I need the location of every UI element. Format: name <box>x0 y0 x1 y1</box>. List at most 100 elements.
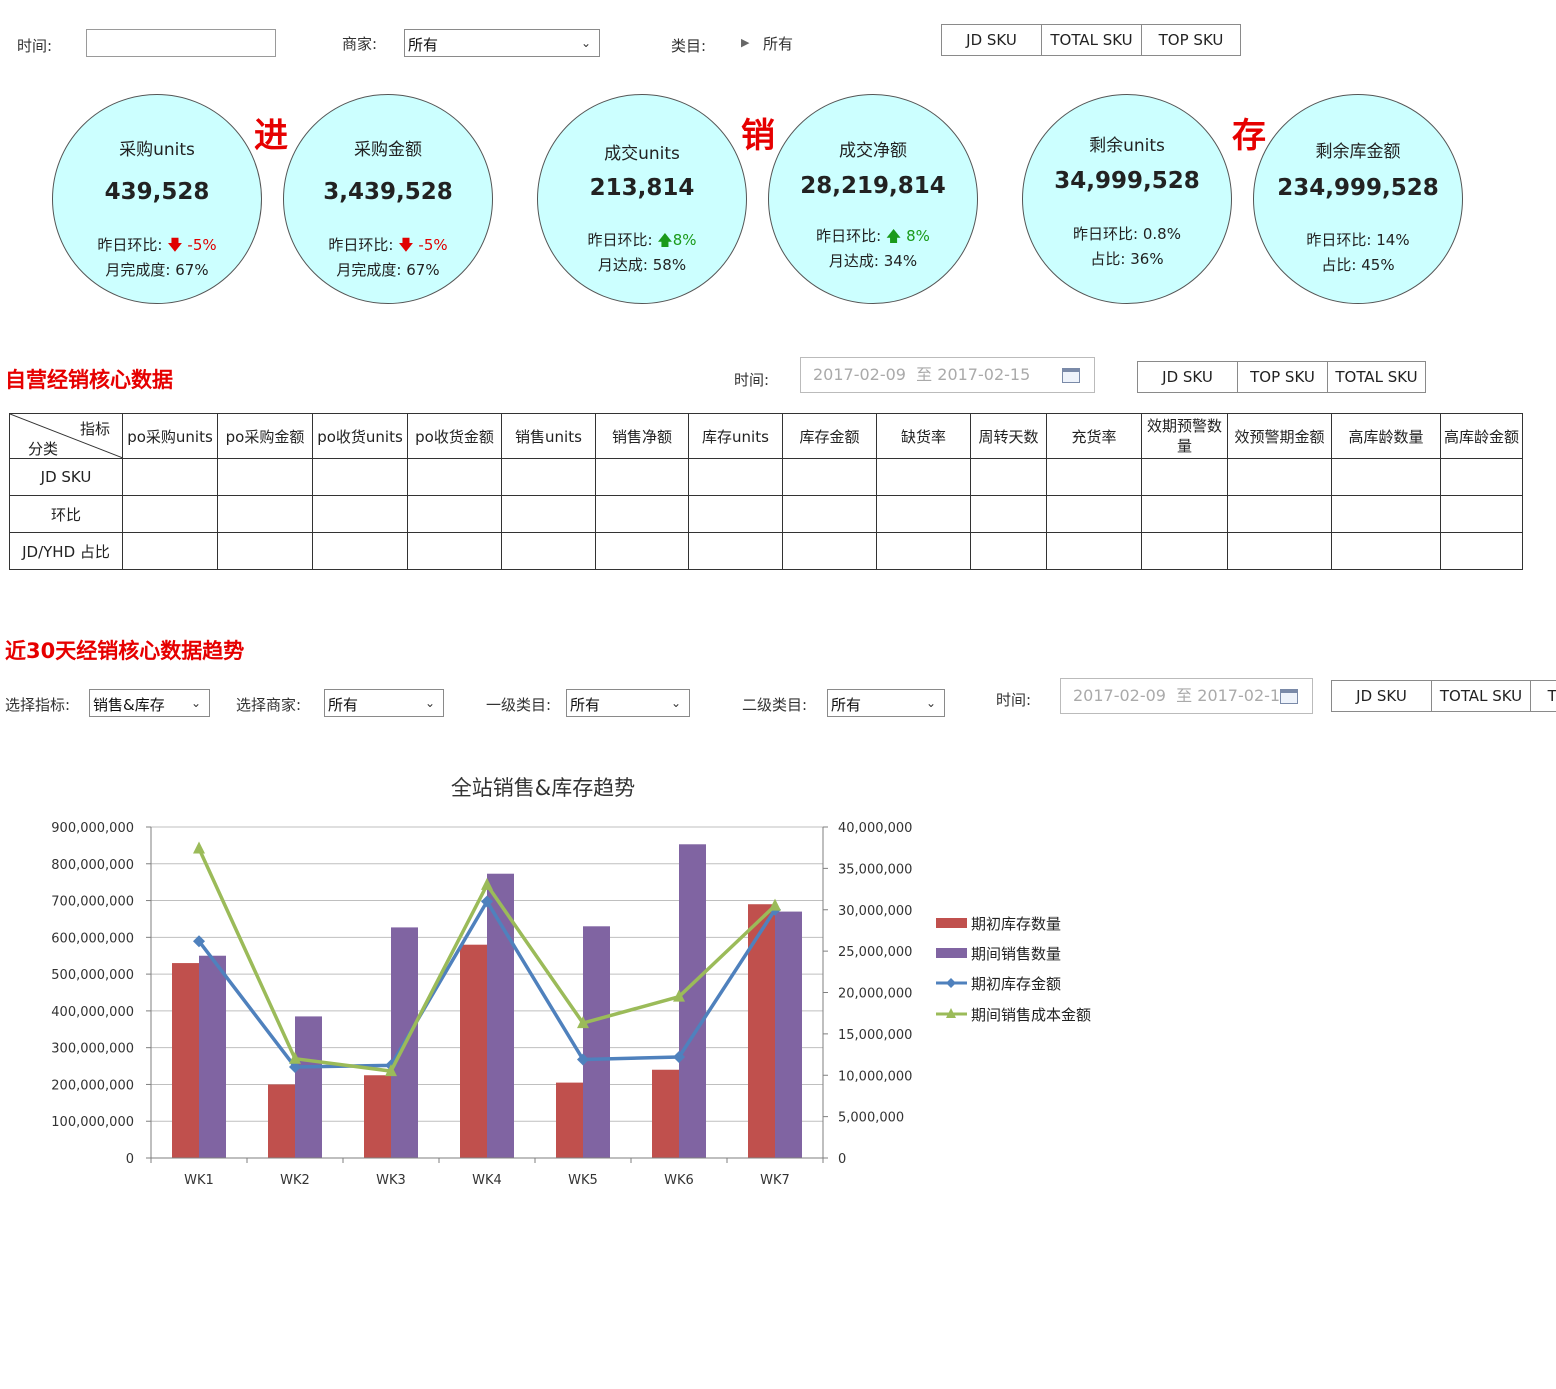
kpi-share: 占比: 45% <box>1321 256 1395 274</box>
table-header-row: 指标 分类 po采购units po采购金额 po收货units po收货金额 … <box>9 413 1523 459</box>
kpi-change-label: 昨日环比: <box>328 236 394 254</box>
date-start: 2017-02-09 <box>1073 686 1166 705</box>
kpi-card-purchase-units: 采购units 439,528 昨日环比: 🡇 -5% 月完成度: 67% <box>52 94 262 304</box>
kpi-value: 213,814 <box>589 175 695 201</box>
top-sku-tabs: JD SKU TOTAL SKU TOP SKU <box>941 24 1241 56</box>
tab-total-sku[interactable]: TOTAL SKU <box>1042 25 1142 55</box>
trend-sku-tabs: JD SKU TOTAL SKU TOP SKU <box>1331 680 1556 712</box>
diamond-marker <box>577 1053 589 1066</box>
core-sku-tabs: JD SKU TOP SKU TOTAL SKU <box>1137 361 1426 393</box>
category-value[interactable]: 所有 <box>763 35 794 53</box>
time-input[interactable] <box>86 29 276 57</box>
y2-tick-label: 40,000,000 <box>838 821 912 836</box>
core-date-range[interactable]: 2017-02-09 至 2017-02-15 <box>800 357 1095 393</box>
tab-jd-sku[interactable]: JD SKU <box>1332 681 1432 711</box>
chevron-down-icon: ⌄ <box>580 36 591 50</box>
metric-select[interactable]: 销售&库存 ⌄ <box>89 689 210 717</box>
cun-label: 存 <box>1232 116 1266 156</box>
tab-total-sku[interactable]: TOTAL SKU <box>1432 681 1531 711</box>
column-header: 库存units <box>688 413 783 459</box>
chart-bars <box>172 844 802 1158</box>
column-header: 效预警期金额 <box>1227 413 1332 459</box>
trend-date-range[interactable]: 2017-02-09 至 2017-02-15 <box>1060 678 1313 714</box>
cat1-select-value: 所有 <box>570 696 601 714</box>
time-label: 时间: <box>17 37 53 55</box>
chevron-down-icon: ⌄ <box>670 696 681 710</box>
bar <box>652 1069 679 1158</box>
chart-title: 全站销售&库存趋势 <box>451 776 635 800</box>
bar <box>199 955 226 1158</box>
x-tick-label: WK2 <box>280 1173 310 1188</box>
arrow-up-icon: 🡅 <box>881 227 907 245</box>
y2-tick-label: 35,000,000 <box>838 862 912 877</box>
bar <box>172 963 199 1158</box>
triangle-marker <box>289 1051 301 1064</box>
x-tick-label: WK5 <box>568 1173 598 1188</box>
arrow-down-icon: 🡇 <box>393 236 419 254</box>
legend-label: 期间销售数量 <box>971 945 1061 963</box>
column-header: po采购金额 <box>217 413 313 459</box>
kpi-card-remaining-amount: 剩余库金额 234,999,528 昨日环比: 14% 占比: 45% <box>1253 94 1463 304</box>
caret-right-icon[interactable]: ▶ <box>741 36 750 49</box>
kpi-share: 占比: 36% <box>1090 250 1164 268</box>
kpi-title: 成交净额 <box>839 141 907 161</box>
table-row: JD/YHD 占比 <box>9 532 1523 570</box>
y-tick-label: 100,000,000 <box>51 1115 134 1130</box>
x-tick-label: WK6 <box>664 1173 694 1188</box>
y2-tick-label: 25,000,000 <box>838 945 912 960</box>
kpi-change-value: -5% <box>418 236 448 254</box>
row-header: 环比 <box>9 495 123 533</box>
y2-tick-label: 30,000,000 <box>838 904 912 919</box>
triangle-marker <box>481 877 493 890</box>
bar <box>775 911 802 1158</box>
bar <box>583 926 610 1158</box>
kpi-value: 234,999,528 <box>1277 175 1439 201</box>
kpi-change-value: 8% <box>906 227 930 245</box>
corner-bottom-label: 分类 <box>28 440 59 458</box>
kpi-value: 439,528 <box>104 179 210 205</box>
xiao-label: 销 <box>741 116 775 156</box>
row-header: JD SKU <box>9 458 123 496</box>
y-tick-label: 900,000,000 <box>51 821 134 836</box>
date-end: 2017-02-15 <box>937 365 1031 384</box>
kpi-change-value: 8% <box>672 231 697 249</box>
merchant-select[interactable]: 所有 ⌄ <box>404 29 600 57</box>
trend-time-label: 时间: <box>996 691 1032 709</box>
y-tick-label: 0 <box>126 1152 134 1167</box>
table-row: JD SKU <box>9 458 1523 496</box>
tab-jd-sku[interactable]: JD SKU <box>1138 362 1238 392</box>
column-header: po采购units <box>122 413 218 459</box>
column-header: 销售units <box>501 413 596 459</box>
calendar-icon[interactable] <box>1280 689 1298 704</box>
diamond-marker <box>193 935 205 948</box>
tab-top-sku[interactable]: TOP SKU <box>1158 31 1224 49</box>
tab-total-sku[interactable]: TOTAL SKU <box>1335 368 1418 386</box>
column-header: 缺货率 <box>876 413 971 459</box>
cat2-select-value: 所有 <box>831 696 862 714</box>
cat2-select[interactable]: 所有 ⌄ <box>827 689 945 717</box>
y2-tick-label: 5,000,000 <box>838 1111 904 1126</box>
column-header: 充货率 <box>1046 413 1142 459</box>
y2-tick-label: 15,000,000 <box>838 1028 912 1043</box>
y-tick-label: 400,000,000 <box>51 1005 134 1020</box>
bar <box>364 1075 391 1158</box>
column-header: po收货金额 <box>407 413 502 459</box>
tab-top-sku[interactable]: TOP SKU <box>1547 687 1556 705</box>
kpi-card-remaining-units: 剩余units 34,999,528 昨日环比: 0.8% 占比: 36% <box>1022 94 1232 304</box>
calendar-icon[interactable] <box>1062 368 1080 383</box>
kpi-change-value: 0.8% <box>1142 225 1181 243</box>
kpi-title: 采购金额 <box>354 140 422 160</box>
kpi-title: 剩余units <box>1089 136 1165 156</box>
x-tick-label: WK4 <box>472 1173 502 1188</box>
tab-jd-sku[interactable]: JD SKU <box>942 25 1042 55</box>
tab-top-sku[interactable]: TOP SKU <box>1238 362 1328 392</box>
date-separator: 至 <box>916 365 933 384</box>
column-header: 周转天数 <box>970 413 1047 459</box>
kpi-change-label: 昨日环比: <box>1073 225 1139 243</box>
kpi-value: 28,219,814 <box>800 173 946 199</box>
trend-merchant-select[interactable]: 所有 ⌄ <box>324 689 444 717</box>
y-tick-label: 300,000,000 <box>51 1042 134 1057</box>
cat1-select[interactable]: 所有 ⌄ <box>566 689 690 717</box>
date-start: 2017-02-09 <box>813 365 906 384</box>
metric-label: 选择指标: <box>5 696 71 714</box>
